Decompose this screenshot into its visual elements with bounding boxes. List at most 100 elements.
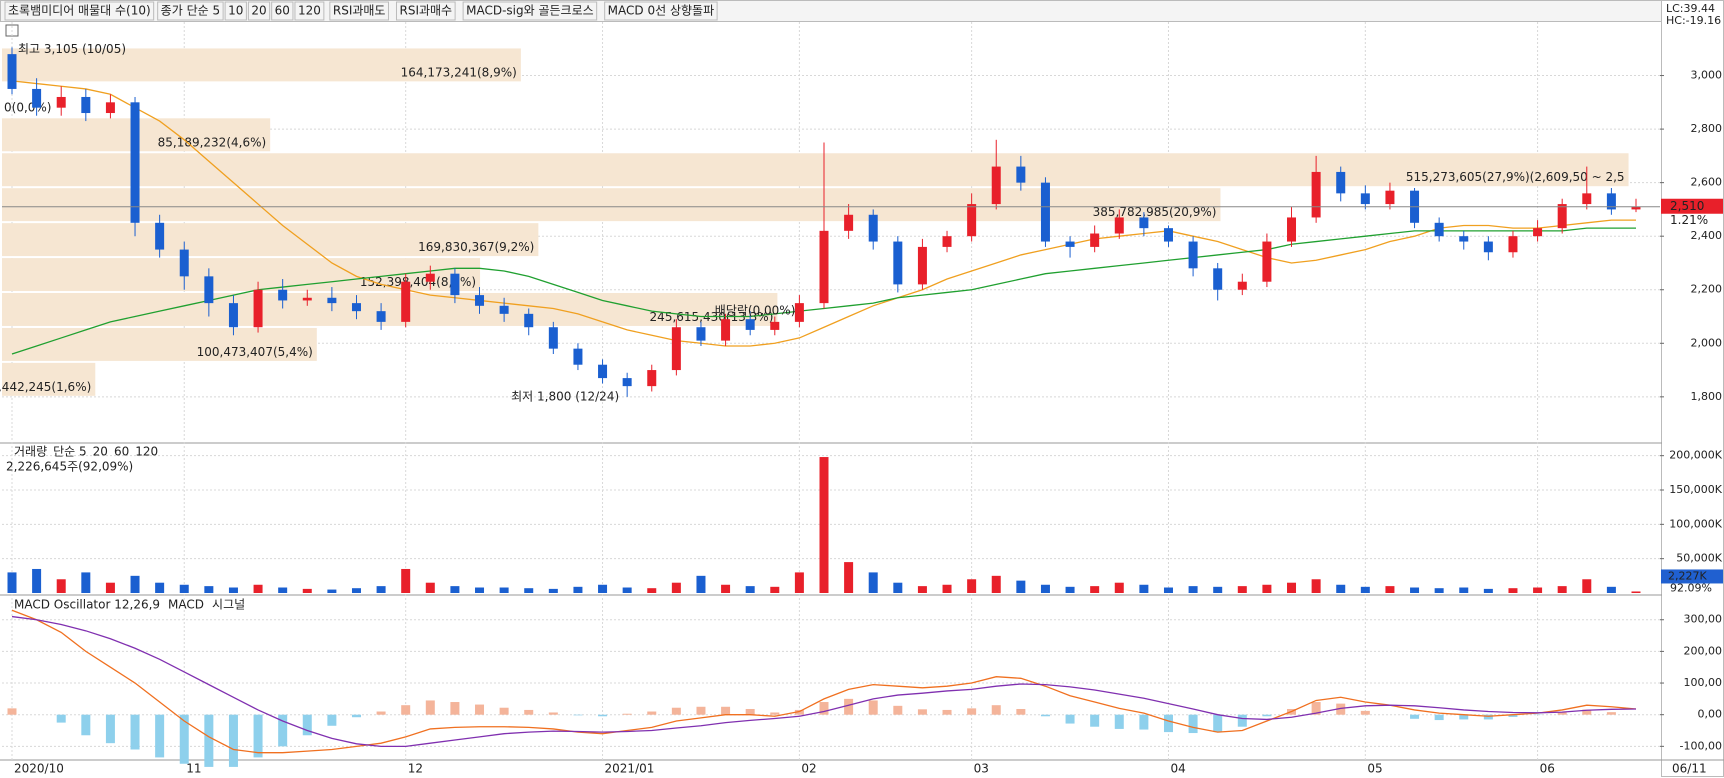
oscillator-bar xyxy=(1434,714,1444,721)
candle-body xyxy=(917,246,927,285)
oscillator-bar xyxy=(794,709,804,715)
volume-bar xyxy=(991,575,1001,593)
oscillator-bar xyxy=(1090,714,1100,727)
legend-box xyxy=(157,1,224,21)
legend-entry: 10 xyxy=(228,4,243,18)
oscillator-bar xyxy=(524,709,534,715)
profile-label: 0(0,0%) xyxy=(4,100,51,114)
candle-body xyxy=(105,102,115,114)
oscillator-bar xyxy=(425,700,435,715)
legend-box xyxy=(604,1,718,21)
legend-box xyxy=(271,1,294,21)
legend-box xyxy=(395,1,456,21)
candle-body xyxy=(327,297,337,304)
volume-bar xyxy=(1040,584,1050,593)
oscillator-bar xyxy=(1459,714,1469,720)
candle-body xyxy=(1631,206,1641,210)
oscillator-bar xyxy=(868,700,878,715)
profile-label: 100,473,407(5,4%) xyxy=(197,345,313,359)
volume-bar xyxy=(1557,586,1567,593)
oscillator-bar xyxy=(228,714,238,767)
oscillator-bar xyxy=(893,705,903,715)
volume-bar xyxy=(1188,586,1198,593)
candle-body xyxy=(302,297,312,301)
candle-body xyxy=(1508,236,1518,253)
x-tick-label: 04 xyxy=(1170,762,1185,776)
moving-average xyxy=(11,80,1636,347)
legend-entry: 20 xyxy=(251,4,266,18)
legend-entry: MACD 0선 상향돌파 xyxy=(608,4,714,18)
candle-body xyxy=(696,327,706,341)
oscillator-bar xyxy=(1016,708,1026,715)
candle-body xyxy=(1459,236,1469,242)
oscillator-bar xyxy=(573,714,583,716)
oscillator-bar xyxy=(622,713,632,715)
volume-marker-label: 2,227K xyxy=(1668,569,1707,582)
oscillator-bar xyxy=(1336,703,1346,715)
volume-bar xyxy=(696,575,706,593)
volume-bar xyxy=(1533,587,1543,593)
candle-body xyxy=(1237,281,1247,290)
oscillator-bar xyxy=(1410,714,1420,719)
oscillator-bar xyxy=(942,709,952,715)
volume-bar xyxy=(917,586,927,593)
y-tick-label: 2,200 xyxy=(1691,283,1723,296)
profile-label: 169,830,367(9,2%) xyxy=(418,240,534,254)
oscillator-bar xyxy=(1606,712,1616,715)
oscillator-bar xyxy=(253,714,263,758)
y-tick-label: 200,000K xyxy=(1669,449,1722,462)
oscillator-bar xyxy=(844,698,854,715)
candle-body xyxy=(1090,233,1100,247)
candle-body xyxy=(671,327,681,371)
x-tick-label: 03 xyxy=(974,762,989,776)
oscillator-bar xyxy=(917,709,927,715)
candle-body xyxy=(1016,166,1026,183)
y-tick-label: 200,00 xyxy=(1684,644,1723,657)
x-tick-label: 05 xyxy=(1367,762,1382,776)
volume-bar xyxy=(548,588,558,593)
y-tick-label: 3,000 xyxy=(1691,69,1723,82)
volume-bar xyxy=(302,588,312,593)
legend-entry: RSI과매수 xyxy=(399,4,452,18)
candle-body xyxy=(1139,217,1149,229)
volume-profile-band xyxy=(2,188,1221,222)
legend-entry: 시그널 xyxy=(212,598,245,612)
volume-profile-band xyxy=(2,223,539,257)
x-end-label: 06/11 xyxy=(1672,762,1707,776)
x-tick-label: 06 xyxy=(1540,762,1555,776)
volume-bar xyxy=(573,586,583,593)
candle-body xyxy=(499,305,509,314)
candle-body xyxy=(253,289,263,328)
oscillator-bar xyxy=(327,714,337,726)
oscillator-bar xyxy=(1237,714,1247,727)
candle-body xyxy=(1336,171,1346,194)
volume-bar xyxy=(868,572,878,593)
volume-bar xyxy=(770,586,780,593)
oscillator-bar xyxy=(1508,714,1518,717)
volume-bar xyxy=(1434,588,1444,593)
candle-body xyxy=(794,303,804,322)
oscillator-bar xyxy=(7,708,17,715)
legend-entry: 120 xyxy=(135,445,158,459)
volume-marker-box xyxy=(1661,569,1723,584)
legend-entry: 거래량 xyxy=(14,445,47,459)
oscillator-bar xyxy=(671,707,681,715)
volume-bar xyxy=(967,579,977,593)
legend-entry: MACD Oscillator 12,26,9 xyxy=(14,598,160,612)
legend-box xyxy=(247,1,271,21)
y-tick-label: 0,00 xyxy=(1698,708,1723,721)
y-tick-label: 50,000K xyxy=(1676,552,1722,565)
volume-bar xyxy=(425,582,435,593)
oscillator-bar xyxy=(991,705,1001,715)
oscillator-bar xyxy=(450,702,460,715)
oscillator-bar xyxy=(819,702,829,715)
volume-bar xyxy=(1360,586,1370,593)
volume-bar xyxy=(155,582,165,593)
oscillator-bar xyxy=(1582,709,1592,715)
oscillator-bar xyxy=(770,712,780,715)
oscillator-bar xyxy=(696,706,706,715)
volume-bar xyxy=(278,587,288,593)
oscillator-bar xyxy=(278,714,288,747)
legend-entry: 초록뱀미디어 매물대 수(10) xyxy=(8,4,151,18)
